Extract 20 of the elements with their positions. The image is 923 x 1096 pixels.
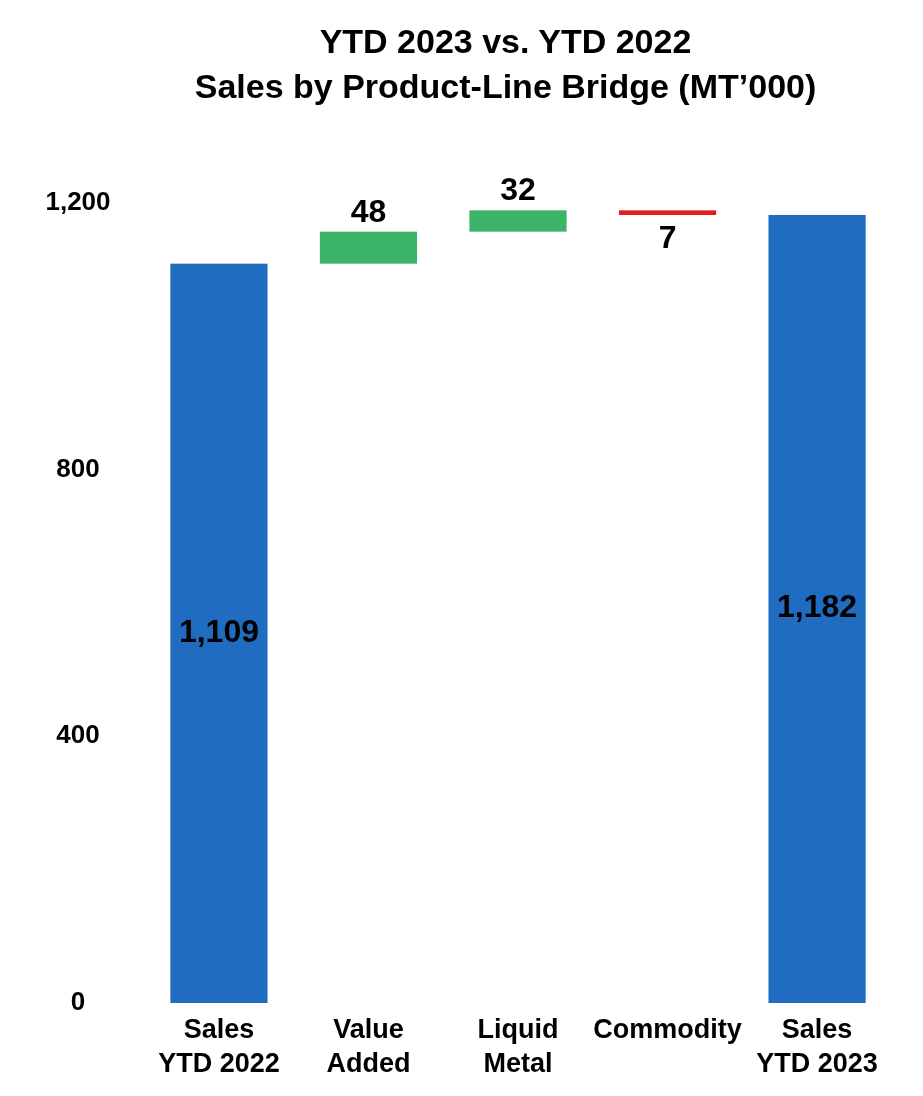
x-tick-label: Liquid Metal bbox=[477, 1014, 559, 1078]
y-tick-label: 400 bbox=[56, 719, 100, 750]
data-label: 1,109 bbox=[178, 612, 259, 649]
bar bbox=[618, 210, 717, 215]
data-label: 1,182 bbox=[777, 588, 858, 625]
y-tick-label: 0 bbox=[70, 985, 86, 1016]
chart-title: YTD 2023 vs. YTD 2022 Sales by Product-Line Bridge (MT’000) bbox=[194, 22, 817, 105]
bar bbox=[170, 263, 268, 1003]
data-label: 32 bbox=[500, 171, 536, 208]
x-tick-label: Commodity bbox=[593, 1014, 742, 1044]
bar bbox=[768, 215, 866, 1003]
y-tick-label: 800 bbox=[56, 452, 100, 483]
bar bbox=[319, 231, 418, 264]
x-tick-label: Sales YTD 2022 bbox=[158, 1014, 280, 1078]
x-tick-label: Value Added bbox=[326, 1014, 411, 1078]
data-label: 7 bbox=[658, 219, 677, 256]
bar bbox=[469, 210, 567, 232]
x-tick-label: Sales YTD 2023 bbox=[756, 1014, 878, 1078]
y-tick-label: 1,200 bbox=[45, 185, 111, 216]
data-label: 48 bbox=[350, 192, 387, 229]
